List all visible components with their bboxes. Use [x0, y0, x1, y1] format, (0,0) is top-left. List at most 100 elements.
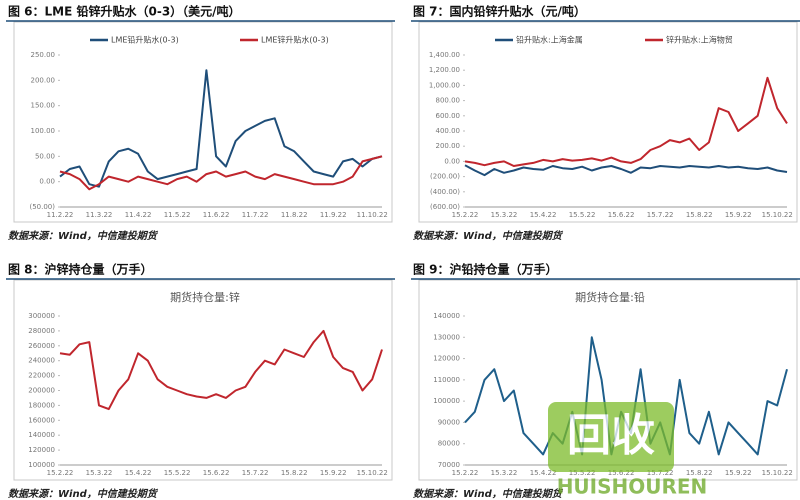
y-tick-label: 200.00 [31, 76, 56, 84]
x-tick-label: 15.6.22 [608, 469, 635, 477]
chart-frame [13, 21, 393, 223]
x-tick-label: 11.4.22 [125, 211, 152, 219]
figure-caption: 图 8：沪锌持仓量（万手） [8, 262, 153, 277]
y-tick-label: 120000 [433, 355, 460, 363]
y-tick-label: 120000 [28, 446, 55, 454]
x-tick-label: 15.9.22 [725, 469, 752, 477]
x-tick-label: 11.7.22 [242, 211, 269, 219]
y-tick-label: 1,400.00 [429, 51, 460, 59]
x-tick-label: 11.8.22 [281, 211, 308, 219]
y-tick-label: 0.00 [39, 178, 55, 186]
x-tick-label: 11.5.22 [164, 211, 191, 219]
legend-label: 铅升贴水:上海金属 [516, 35, 583, 45]
source-note: 数据来源：Wind，中信建投期货 [8, 488, 159, 500]
x-tick-label: 15.7.22 [647, 211, 674, 219]
y-tick-label: 70000 [438, 461, 460, 469]
series-line [59, 155, 383, 191]
y-tick-label: 200000 [28, 387, 55, 395]
y-tick-label: 180000 [28, 401, 55, 409]
x-tick-label: 15.6.22 [608, 211, 635, 219]
legend-label: LME铅升贴水(0-3) [111, 35, 179, 45]
y-tick-label: 80000 [438, 440, 460, 448]
y-tick-label: 280000 [28, 327, 55, 335]
y-tick-label: 200.00 [436, 142, 461, 150]
y-tick-label: 1,200.00 [429, 66, 460, 74]
chart-frame [418, 279, 798, 481]
y-tick-label: 400.00 [436, 127, 461, 135]
x-tick-label: 11.2.22 [47, 211, 74, 219]
x-tick-label: 15.4.22 [125, 469, 152, 477]
y-tick-label: 100000 [433, 397, 460, 405]
y-tick-label: 50.00 [35, 152, 55, 160]
watermark-text: HUISHOUREN [557, 475, 708, 499]
x-tick-label: 15.8.22 [281, 469, 308, 477]
y-tick-label: 90000 [438, 418, 460, 426]
x-tick-label: 15.7.22 [242, 469, 269, 477]
x-tick-label: 11.10.22 [357, 211, 388, 219]
x-tick-label: 15.5.22 [164, 469, 191, 477]
watermark: 回收 HUISHOUREN [548, 402, 707, 499]
watermark-logo-box [548, 402, 674, 472]
x-tick-label: 15.9.22 [320, 469, 347, 477]
series-line [59, 69, 383, 188]
y-tick-label: 250.00 [31, 51, 56, 59]
x-tick-label: 15.3.22 [491, 211, 518, 219]
y-tick-label: (50.00) [29, 203, 55, 211]
legend-label: LME锌升贴水(0-3) [261, 35, 329, 45]
series-line [59, 329, 383, 411]
chart-subtitle: 期货持仓量:铅 [575, 290, 645, 304]
x-tick-label: 11.6.22 [203, 211, 230, 219]
y-tick-label: 100000 [28, 461, 55, 469]
x-tick-label: 15.4.22 [530, 469, 557, 477]
watermark-logo: 回收 [567, 410, 655, 461]
legend-label: 锌升贴水:上海物贸 [666, 35, 733, 45]
figure-caption: 图 9：沪铅持仓量（万手） [413, 262, 558, 277]
y-tick-label: 160000 [28, 416, 55, 424]
x-tick-label: 15.7.22 [647, 469, 674, 477]
figure-caption: 图 6：LME 铅锌升贴水（0-3）（美元/吨） [8, 4, 241, 19]
x-tick-label: 15.2.22 [452, 211, 479, 219]
source-note: 数据来源：Wind，中信建投期货 [413, 488, 564, 500]
x-tick-label: 11.9.22 [320, 211, 347, 219]
x-tick-label: 15.10.22 [762, 211, 793, 219]
chart-frame [418, 21, 798, 223]
chart-subtitle: 期货持仓量:锌 [170, 290, 240, 304]
source-note: 数据来源：Wind，中信建投期货 [8, 230, 159, 242]
y-tick-label: 140000 [433, 312, 460, 320]
y-tick-label: 140000 [28, 431, 55, 439]
y-tick-label: 150.00 [31, 102, 56, 110]
x-tick-label: 15.6.22 [203, 469, 230, 477]
y-tick-label: 220000 [28, 372, 55, 380]
y-tick-label: 260000 [28, 342, 55, 350]
x-tick-label: 15.2.22 [47, 469, 74, 477]
y-tick-label: 600.00 [436, 112, 461, 120]
x-tick-label: 15.3.22 [86, 469, 113, 477]
x-tick-label: 15.3.22 [491, 469, 518, 477]
y-tick-label: 300000 [28, 312, 55, 320]
source-note: 数据来源：Wind，中信建投期货 [413, 230, 564, 242]
series-line [464, 164, 788, 177]
y-tick-label: (400.00) [430, 188, 460, 196]
y-tick-label: 0.00 [444, 157, 460, 165]
y-tick-label: 240000 [28, 357, 55, 365]
x-tick-label: 15.8.22 [686, 211, 713, 219]
x-tick-label: 15.2.22 [452, 469, 479, 477]
y-tick-label: (200.00) [430, 173, 460, 181]
y-tick-label: 1,000.00 [429, 81, 460, 89]
x-tick-label: 11.3.22 [86, 211, 113, 219]
x-tick-label: 15.4.22 [530, 211, 557, 219]
x-tick-label: 15.10.22 [357, 469, 388, 477]
x-tick-label: 15.9.22 [725, 211, 752, 219]
y-tick-label: 110000 [433, 376, 460, 384]
y-tick-label: 100.00 [31, 127, 56, 135]
series-line [464, 76, 788, 167]
x-tick-label: 15.5.22 [569, 211, 596, 219]
y-tick-label: (600.00) [430, 203, 460, 211]
x-tick-label: 15.8.22 [686, 469, 713, 477]
y-tick-label: 130000 [433, 333, 460, 341]
x-tick-label: 15.10.22 [762, 469, 793, 477]
figure-caption: 图 7：国内铅锌升贴水（元/吨） [413, 4, 586, 19]
chart-frame [13, 279, 393, 481]
x-tick-label: 15.5.22 [569, 469, 596, 477]
